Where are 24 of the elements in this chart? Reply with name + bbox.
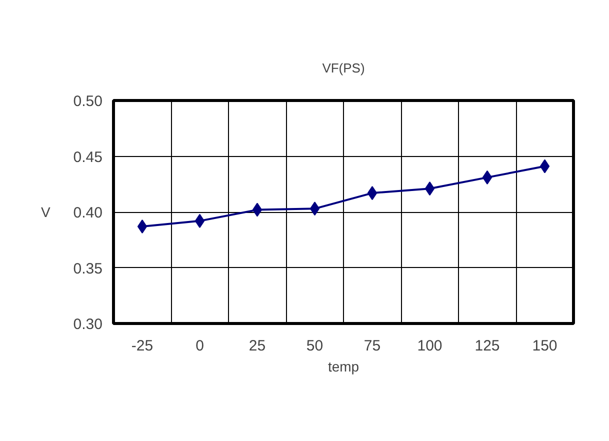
x-tick-label: 50 <box>306 338 324 354</box>
y-tick-label: 0.50 <box>73 93 103 110</box>
y-tick-label: 0.35 <box>73 260 103 278</box>
y-axis-title: V <box>40 204 51 220</box>
point <box>310 202 320 216</box>
point <box>367 186 378 200</box>
x-axis-title: temp <box>328 358 360 374</box>
point <box>252 202 262 217</box>
point <box>482 170 492 184</box>
chart-title: VF(PS) <box>322 60 365 76</box>
x-tick-label: 100 <box>417 338 442 354</box>
y-tick-label: 0.40 <box>73 204 103 222</box>
y-tick-label: 0.30 <box>73 316 103 333</box>
x-tick-label: 150 <box>532 338 558 354</box>
x-tick-label: 0 <box>196 338 204 354</box>
point <box>194 214 205 228</box>
x-tick-label: 125 <box>474 338 500 354</box>
y-tick-label: 0.45 <box>73 148 103 166</box>
point <box>137 219 148 234</box>
x-tick-label: -25 <box>131 338 154 354</box>
x-tick-label: 75 <box>364 338 381 354</box>
x-tick-label: 25 <box>248 338 266 354</box>
point <box>540 159 550 174</box>
point <box>424 182 435 196</box>
